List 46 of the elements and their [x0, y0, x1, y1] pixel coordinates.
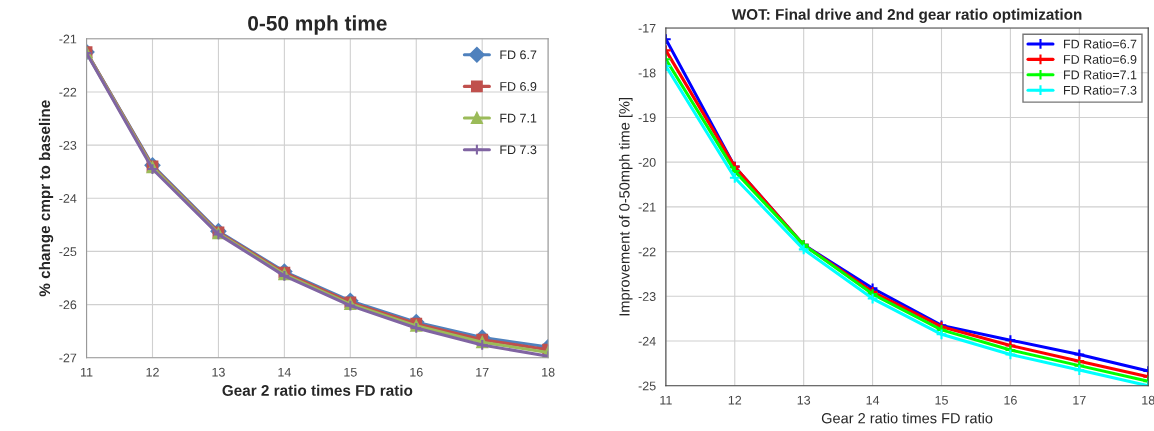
- legend-label: FD Ratio=6.7: [1064, 39, 1137, 49]
- y-tick-label: -22: [638, 247, 656, 257]
- legend-label: FD Ratio=6.9: [1064, 54, 1137, 64]
- y-tick-label: -23: [638, 292, 656, 301]
- chart-title: WOT: Final drive and 2nd gear ratio optimization: [731, 8, 1082, 23]
- x-axis-title: Gear 2 ratio times FD ratio: [222, 384, 413, 396]
- x-tick-label: 16: [1004, 395, 1017, 405]
- x-tick-label: 17: [476, 367, 489, 377]
- y-tick-label: -17: [638, 23, 656, 33]
- x-tick-label: 14: [866, 395, 880, 405]
- chart-title: 0-50 mph time: [248, 15, 387, 35]
- x-tick-label: 12: [146, 367, 159, 377]
- y-tick-label: -21: [638, 202, 656, 212]
- y-tick-label: -22: [59, 87, 77, 97]
- x-tick-label: 12: [728, 395, 742, 405]
- legend-label: FD 7.3: [500, 145, 537, 155]
- y-axis-title: % change cmpr to baseline: [38, 100, 54, 297]
- y-tick-label: -25: [59, 247, 77, 257]
- x-tick-label: 15: [344, 367, 357, 377]
- x-tick-label: 18: [1142, 395, 1154, 405]
- legend-label: FD 6.7: [500, 50, 537, 60]
- y-tick-label: -27: [59, 353, 77, 363]
- x-tick-label: 16: [410, 367, 423, 377]
- x-axis-title: Gear 2 ratio times FD ratio: [821, 412, 993, 424]
- y-axis-title: Improvement of 0-50mph time [%]: [618, 98, 633, 316]
- y-tick-label: -26: [59, 300, 77, 310]
- y-tick-label: -20: [638, 157, 656, 167]
- x-tick-label: 11: [81, 367, 93, 377]
- x-tick-label: 18: [542, 367, 555, 377]
- y-tick-label: -19: [638, 113, 656, 123]
- y-tick-label: -24: [59, 194, 77, 203]
- x-tick-label: 15: [935, 395, 948, 405]
- x-tick-label: 13: [212, 367, 225, 377]
- y-tick-label: -24: [638, 336, 656, 346]
- x-tick-label: 13: [797, 395, 811, 405]
- legend-label: FD 6.9: [500, 82, 537, 91]
- legend-label: FD 7.1: [500, 113, 537, 123]
- legend-label: FD Ratio=7.1: [1064, 70, 1137, 80]
- y-tick-label: -21: [59, 34, 77, 44]
- x-tick-label: 17: [1073, 395, 1086, 405]
- x-tick-label: 11: [660, 395, 672, 405]
- legend-label: FD Ratio=7.3: [1064, 85, 1137, 95]
- y-tick-label: -18: [638, 68, 656, 78]
- y-tick-label: -23: [59, 140, 77, 150]
- y-tick-label: -25: [638, 381, 656, 391]
- x-tick-label: 14: [278, 367, 291, 377]
